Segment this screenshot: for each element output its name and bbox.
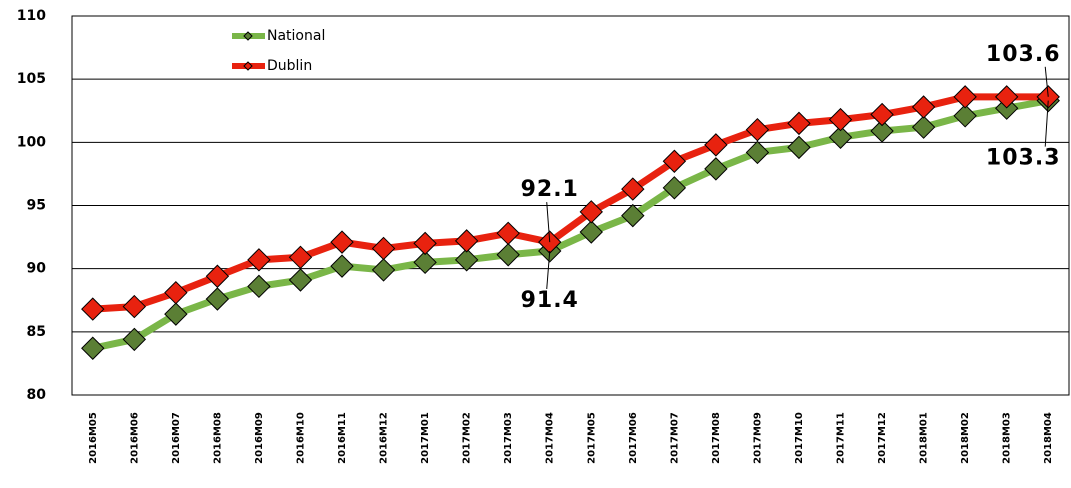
value-label: 103.3: [986, 146, 1061, 171]
y-tick-label: 90: [27, 261, 47, 277]
marker: [164, 302, 188, 326]
label-leader: [1044, 66, 1049, 97]
x-tick-label: 2016M12: [379, 412, 390, 464]
marker: [911, 115, 936, 139]
x-tick-label: 2017M02: [462, 412, 473, 464]
marker: [828, 125, 853, 149]
marker: [247, 248, 271, 272]
value-label: 103.6: [986, 42, 1061, 67]
x-tick-label: 2016M09: [254, 412, 265, 464]
x-tick-label: 2017M08: [711, 412, 722, 464]
marker: [413, 250, 437, 275]
x-tick-label: 2017M11: [836, 412, 847, 464]
marker: [621, 177, 645, 201]
marker: [870, 102, 894, 127]
marker: [787, 135, 811, 160]
marker: [122, 327, 147, 352]
marker: [122, 294, 147, 319]
x-tick-label: 2017M07: [669, 412, 680, 464]
y-tick-label: 110: [17, 8, 46, 24]
legend-marker: [243, 61, 253, 71]
marker: [579, 220, 603, 244]
x-tick-label: 2017M04: [545, 412, 556, 464]
marker: [81, 297, 105, 321]
x-tick-label: 2017M06: [628, 412, 639, 464]
marker: [371, 258, 396, 282]
x-tick-label: 2018M04: [1043, 412, 1054, 464]
x-tick-label: 2016M07: [171, 412, 182, 464]
x-tick-label: 2016M05: [88, 412, 99, 464]
marker: [496, 221, 520, 246]
marker: [205, 287, 230, 311]
x-tick-label: 2016M06: [129, 412, 140, 464]
marker: [330, 230, 354, 254]
marker: [911, 95, 936, 119]
legend-marker: [243, 31, 253, 41]
x-tick-label: 2017M03: [503, 412, 514, 464]
x-tick-label: 2017M01: [420, 412, 431, 464]
x-tick-label: 2018M01: [919, 412, 930, 464]
marker: [621, 203, 645, 228]
label-leader: [1044, 100, 1049, 147]
x-tick-label: 2018M02: [960, 412, 971, 464]
legend-label: Dublin: [267, 58, 312, 74]
x-tick-label: 2017M12: [877, 412, 888, 464]
x-tick-label: 2017M10: [794, 412, 805, 464]
marker: [288, 268, 313, 292]
legend-label: National: [267, 28, 325, 44]
y-tick-label: 95: [27, 198, 46, 214]
marker: [288, 245, 313, 270]
marker: [164, 280, 188, 305]
marker: [205, 264, 230, 288]
marker: [953, 104, 977, 128]
value-label: 91.4: [521, 288, 579, 313]
x-tick-label: 2016M08: [212, 412, 223, 464]
plot-border: [71, 15, 1070, 396]
marker: [745, 140, 770, 165]
y-tick-label: 105: [17, 71, 46, 87]
marker: [745, 117, 770, 142]
marker: [454, 248, 479, 272]
marker: [413, 231, 437, 256]
y-tick-label: 100: [17, 134, 46, 150]
marker: [870, 119, 894, 143]
marker: [496, 243, 520, 267]
label-leader: [546, 202, 551, 243]
y-tick-label: 80: [27, 387, 47, 403]
marker: [454, 229, 479, 253]
marker: [704, 157, 728, 181]
marker: [828, 107, 853, 132]
y-tick-label: 85: [27, 324, 46, 340]
marker: [371, 236, 396, 261]
x-tick-label: 2016M10: [295, 412, 306, 464]
marker: [787, 111, 811, 136]
x-tick-label: 2018M03: [1002, 412, 1013, 464]
marker: [247, 274, 271, 299]
marker: [662, 149, 687, 173]
marker: [953, 85, 977, 109]
marker: [704, 133, 728, 157]
x-tick-label: 2016M11: [337, 412, 348, 464]
marker: [81, 336, 105, 360]
marker: [994, 85, 1019, 109]
label-leader: [546, 250, 551, 290]
marker: [579, 200, 603, 224]
marker: [330, 254, 354, 278]
value-label: 92.1: [521, 177, 579, 202]
x-tick-label: 2017M09: [752, 412, 763, 464]
x-tick-label: 2017M05: [586, 412, 597, 464]
marker: [662, 176, 687, 200]
